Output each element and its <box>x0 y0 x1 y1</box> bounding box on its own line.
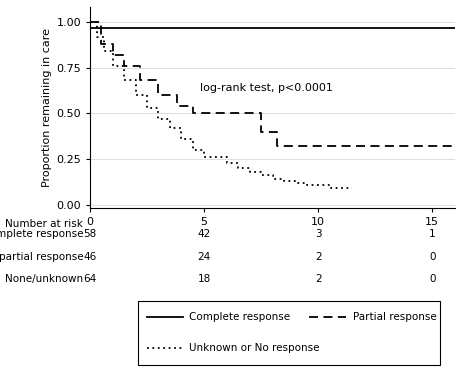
Text: complete response: complete response <box>0 230 83 239</box>
Text: 0: 0 <box>429 252 436 262</box>
Text: 46: 46 <box>83 252 97 262</box>
Text: 64: 64 <box>83 274 97 284</box>
Text: Unknown or No response: Unknown or No response <box>189 343 319 353</box>
Text: 2: 2 <box>315 252 321 262</box>
Text: 2: 2 <box>315 274 321 284</box>
Text: 1: 1 <box>429 230 436 239</box>
Text: partial response: partial response <box>0 252 83 262</box>
Text: 58: 58 <box>83 230 97 239</box>
Text: Partial response: Partial response <box>353 312 437 323</box>
Text: 3: 3 <box>315 230 321 239</box>
Text: Number at risk: Number at risk <box>5 219 83 230</box>
Text: 18: 18 <box>198 274 211 284</box>
Y-axis label: Proportion remaining in care: Proportion remaining in care <box>42 28 52 187</box>
Text: log-rank test, p<0.0001: log-rank test, p<0.0001 <box>200 83 332 93</box>
Text: 42: 42 <box>198 230 211 239</box>
Text: 0: 0 <box>429 274 436 284</box>
Text: Time (months): Time (months) <box>218 304 304 317</box>
Text: Complete response: Complete response <box>189 312 290 323</box>
Text: 24: 24 <box>198 252 211 262</box>
Text: None/unknown: None/unknown <box>5 274 83 284</box>
FancyBboxPatch shape <box>137 301 440 365</box>
